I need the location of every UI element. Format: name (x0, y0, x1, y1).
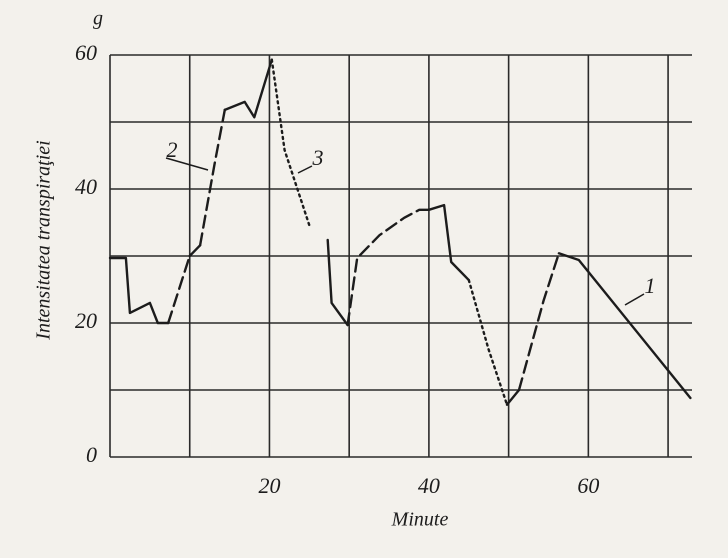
annotation-leader (165, 157, 209, 171)
y-unit: g (93, 8, 103, 30)
y-tick-label: 20 (75, 308, 97, 333)
series-annotation: 3 (312, 145, 324, 170)
y-axis-label: Intensitatea transpiraţiei (33, 140, 55, 340)
series-line (270, 58, 509, 406)
series-annotation: 1 (645, 273, 656, 298)
annotation-leader (297, 165, 313, 174)
annotation-leader (624, 293, 645, 306)
x-axis-label: Minute (391, 509, 449, 531)
series-annotation: 2 (167, 137, 178, 162)
series-line (167, 108, 561, 392)
x-tick-label: 60 (577, 473, 599, 498)
y-tick-label: 0 (86, 442, 97, 467)
y-tick-label: 40 (75, 174, 97, 199)
series-line (108, 58, 692, 406)
y-tick-label: 60 (75, 40, 97, 65)
x-tick-label: 40 (418, 473, 440, 498)
x-tick-label: 20 (258, 473, 280, 498)
